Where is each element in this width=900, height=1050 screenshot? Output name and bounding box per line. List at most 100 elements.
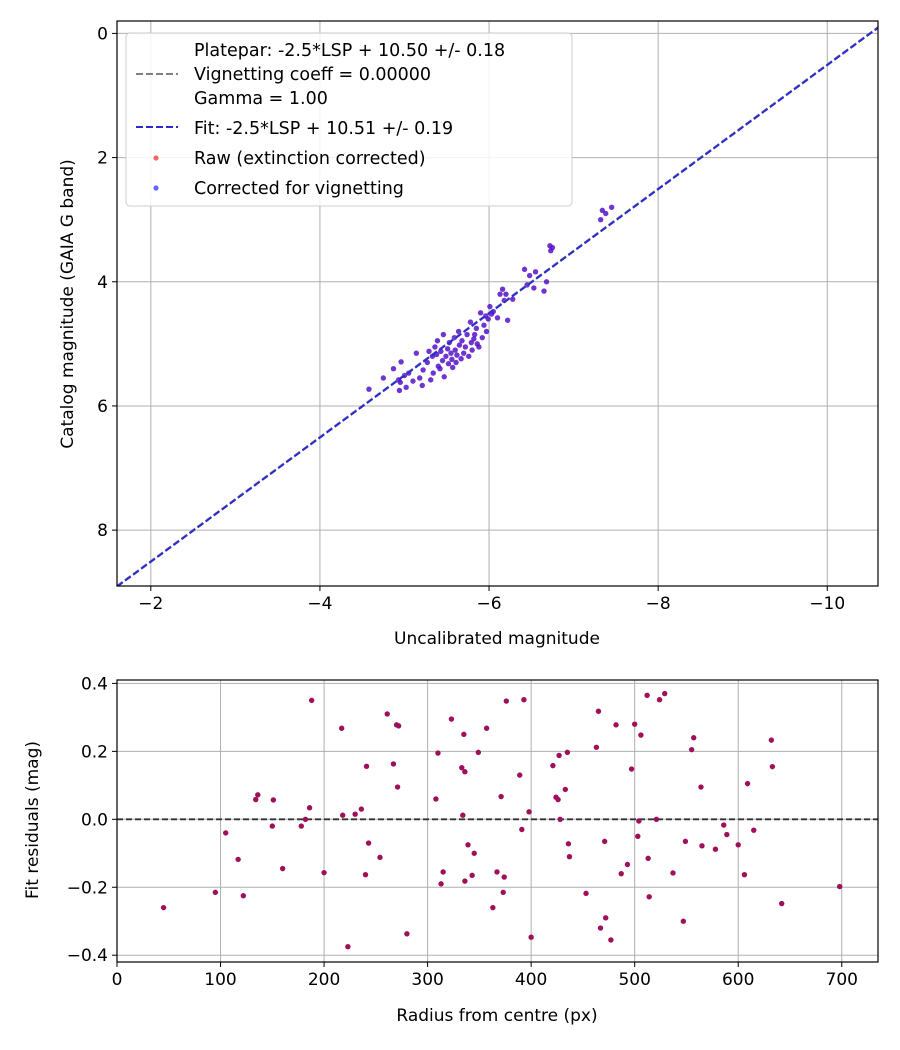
residual-point	[475, 749, 482, 756]
data-point	[426, 348, 432, 355]
residual-point	[724, 831, 730, 838]
top-axis-ticks: −2 −4 −6 −8 −10 0 2 4 6 8	[97, 24, 845, 614]
residual-point	[440, 869, 446, 875]
residual-point	[308, 697, 315, 704]
data-point	[608, 204, 615, 210]
data-point	[428, 377, 434, 383]
data-point	[413, 350, 420, 356]
data-point	[410, 378, 416, 384]
residual-point	[394, 784, 401, 790]
residual-point	[363, 763, 370, 769]
data-point	[473, 325, 480, 332]
data-point	[483, 328, 490, 335]
data-point	[541, 288, 547, 294]
residual-point	[503, 698, 510, 704]
data-point	[476, 344, 482, 350]
data-point	[494, 315, 501, 321]
residual-point	[662, 690, 668, 697]
data-point	[453, 359, 459, 366]
residual-point	[601, 838, 608, 845]
y-tick-label: −0.2	[67, 878, 108, 898]
residual-point	[646, 894, 652, 900]
top-fit-lines	[117, 26, 878, 586]
data-point	[543, 279, 550, 285]
bottom-grid	[116, 680, 878, 962]
residual-point	[769, 763, 776, 770]
residual-point	[498, 793, 504, 800]
y-tick-label: 0.2	[81, 742, 108, 762]
data-point	[449, 364, 456, 371]
data-point	[510, 296, 516, 302]
legend-platepar-line-1: Platepar: -2.5*LSP + 10.50 +/- 0.18	[194, 41, 505, 61]
residual-point	[593, 744, 600, 750]
legend-corrected-label: Corrected for vignetting	[194, 179, 404, 199]
x-tick-label: −2	[138, 594, 163, 614]
residual-point	[691, 735, 697, 741]
residual-point	[566, 853, 573, 860]
residual-point	[645, 855, 651, 862]
residual-point	[555, 796, 561, 803]
legend: Platepar: -2.5*LSP + 10.50 +/- 0.18 Vign…	[125, 32, 573, 207]
data-point	[521, 266, 528, 273]
residual-point	[613, 722, 619, 728]
residual-point	[638, 732, 644, 738]
residual-point	[721, 822, 727, 828]
residual-point	[735, 842, 741, 848]
data-point	[464, 331, 470, 338]
residual-point	[521, 697, 527, 703]
residual-point	[298, 823, 304, 829]
x-tick-label: 700	[826, 970, 858, 990]
data-point	[503, 291, 509, 297]
residual-point	[751, 827, 757, 833]
residual-point	[352, 811, 358, 817]
data-point	[487, 303, 493, 310]
legend-raw-label: Raw (extinction corrected)	[194, 149, 426, 169]
y-tick-label: 8	[97, 521, 108, 541]
data-point	[466, 353, 472, 359]
residual-point	[779, 900, 785, 907]
residual-point	[465, 842, 471, 848]
data-point	[444, 346, 451, 352]
residual-point	[636, 818, 642, 824]
residual-point	[699, 843, 705, 849]
residual-point	[526, 809, 532, 815]
x-tick-label: 100	[204, 970, 236, 990]
residual-point	[358, 806, 365, 812]
residual-point	[556, 752, 562, 759]
data-point	[454, 352, 460, 358]
y-tick-label: 4	[97, 273, 108, 293]
data-point	[440, 331, 447, 338]
residual-point	[404, 931, 410, 937]
residual-point	[602, 915, 609, 921]
residual-point	[631, 721, 638, 727]
top-plot-frame	[116, 20, 879, 587]
residual-point	[462, 769, 468, 775]
data-point	[471, 336, 477, 342]
residual-point	[302, 816, 309, 823]
data-point	[499, 286, 506, 292]
data-point	[434, 338, 441, 344]
x-tick-label: −4	[307, 594, 332, 614]
residual-point	[340, 812, 346, 818]
residual-point	[741, 871, 748, 878]
data-point	[469, 347, 475, 353]
bottom-y-axis-label: Fit residuals (mag)	[23, 741, 43, 899]
residual-point	[435, 750, 441, 756]
fit-line	[117, 27, 878, 586]
bottom-plot-frame	[116, 679, 879, 963]
data-point	[497, 291, 503, 297]
residual-point	[160, 904, 167, 911]
y-tick-label: 6	[97, 397, 108, 417]
residual-point	[362, 871, 369, 878]
top-scatter-points	[366, 204, 615, 394]
residual-point	[682, 838, 689, 845]
data-point	[432, 344, 438, 350]
residual-point	[269, 823, 276, 829]
data-point	[531, 285, 537, 291]
data-point	[455, 328, 462, 335]
data-point	[456, 342, 463, 348]
residual-point	[471, 850, 477, 856]
residual-point	[494, 869, 500, 875]
y-tick-label: 0	[97, 24, 108, 44]
legend-corrected-marker	[153, 185, 159, 191]
